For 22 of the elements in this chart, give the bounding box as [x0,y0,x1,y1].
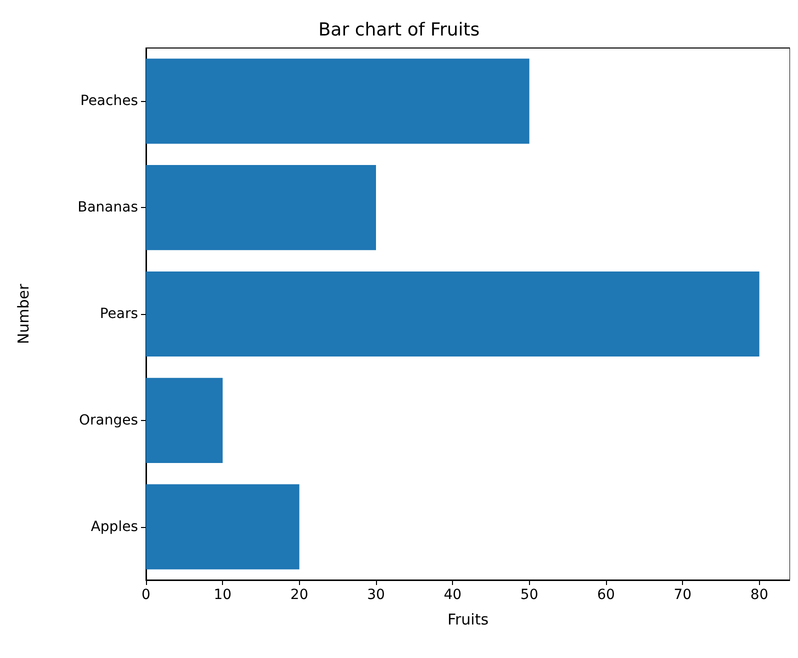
x-tick-label: 40 [444,587,462,603]
y-tick-label: Bananas [78,200,138,216]
x-tick-label: 30 [367,587,385,603]
bar [146,484,300,570]
x-tick-label: 70 [674,587,692,603]
bar [146,165,376,250]
y-axis-title: Number [14,283,32,344]
x-tick-label: 50 [520,587,538,603]
chart-title: Bar chart of Fruits [318,20,480,40]
x-tick-label: 80 [750,587,768,603]
y-tick-label: Peaches [80,93,138,110]
y-tick-label: Apples [90,518,138,535]
x-tick-label: 0 [142,587,150,603]
y-tick-label: Oranges [78,412,138,428]
x-tick-label: 20 [290,587,308,603]
x-tick-label: 60 [597,587,615,603]
bar [146,271,760,357]
x-tick-label: 10 [214,587,232,603]
bar [146,58,530,144]
x-axis-title: Fruits [447,610,489,628]
bar [146,378,223,463]
y-tick-label: Pears [100,306,138,322]
